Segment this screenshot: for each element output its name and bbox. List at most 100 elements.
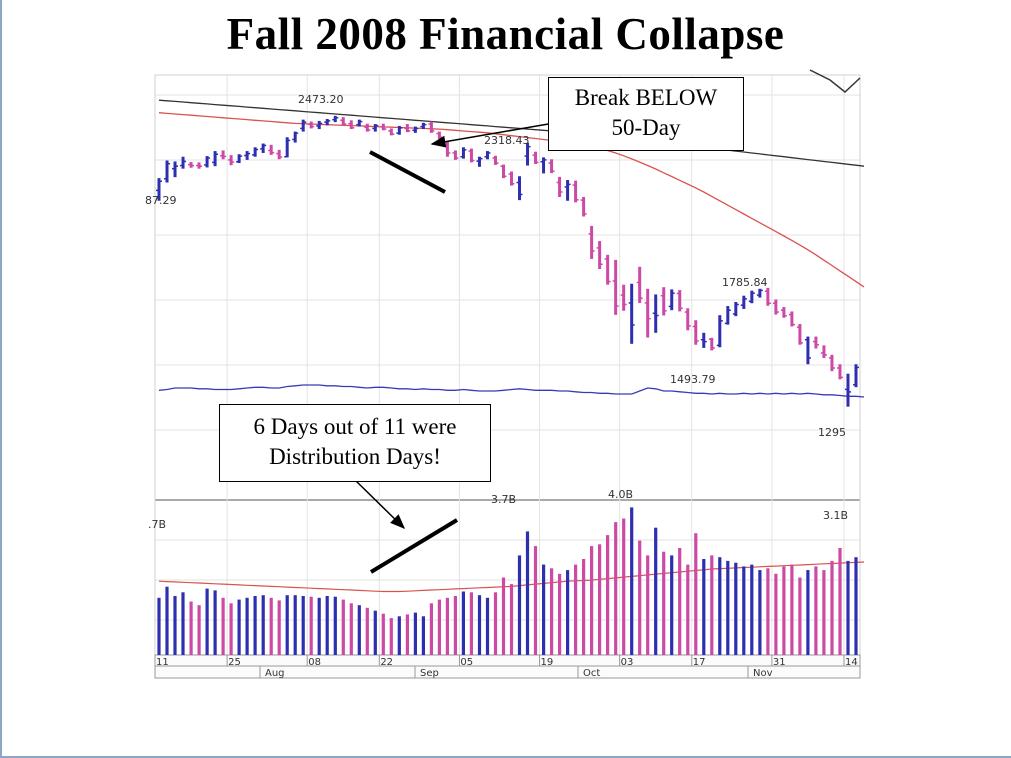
price-bar bbox=[772, 299, 779, 315]
price-bar bbox=[412, 126, 419, 133]
price-bar bbox=[244, 151, 251, 160]
volume-bar bbox=[822, 570, 826, 655]
volume-bar bbox=[157, 597, 161, 655]
volume-bar bbox=[405, 614, 409, 655]
price-bar bbox=[340, 117, 347, 126]
volume-bar bbox=[694, 533, 698, 655]
volume-bar bbox=[293, 595, 297, 655]
price-bar bbox=[188, 162, 195, 168]
volume-bar bbox=[542, 564, 546, 655]
break-arrow bbox=[430, 121, 561, 148]
price-bar bbox=[548, 159, 555, 174]
volume-bar bbox=[197, 605, 201, 655]
chart-labels: 87.29 2473.20 2318.43 1785.84 1493.79 1295 .7B… bbox=[145, 69, 861, 679]
volume-bar bbox=[734, 562, 738, 655]
price-bar bbox=[404, 124, 411, 133]
month-label: Aug bbox=[265, 668, 285, 679]
volume-bar bbox=[469, 592, 473, 655]
break-callout-line2: 50-Day bbox=[611, 115, 681, 140]
volume-bar bbox=[501, 577, 506, 655]
price-bar bbox=[380, 123, 387, 131]
volume-bar bbox=[245, 597, 249, 655]
price-bar bbox=[212, 151, 219, 167]
volume-bar bbox=[301, 596, 305, 655]
price-label: 1295 bbox=[818, 426, 846, 439]
volume-bar bbox=[181, 592, 185, 655]
volume-bar bbox=[165, 586, 169, 655]
volume-bar bbox=[614, 522, 618, 655]
price-bar bbox=[436, 131, 443, 140]
month-label: Oct bbox=[583, 668, 600, 679]
price-bar bbox=[844, 373, 851, 407]
month-label: Sep bbox=[420, 668, 439, 679]
price-bar bbox=[164, 160, 171, 183]
volume-bar bbox=[333, 596, 337, 655]
volume-bar bbox=[582, 559, 586, 655]
price-bar bbox=[716, 315, 723, 348]
volume-bar bbox=[341, 599, 345, 655]
price-bar bbox=[524, 142, 531, 166]
price-bar bbox=[604, 254, 611, 285]
price-bar bbox=[180, 156, 187, 169]
volume-bar bbox=[718, 557, 722, 655]
price-bar bbox=[236, 154, 243, 164]
x-tick-label: 25 bbox=[228, 657, 241, 668]
volume-bar bbox=[670, 555, 674, 655]
price-bar bbox=[596, 241, 603, 269]
distribution-arrow bbox=[354, 479, 406, 530]
distribution-days-callout: 6 Days out of 11 were Distribution Days! bbox=[219, 404, 491, 482]
volume-bar bbox=[309, 596, 313, 655]
volume-bar bbox=[726, 560, 730, 655]
price-bar bbox=[444, 141, 451, 157]
volume-bar bbox=[485, 597, 490, 655]
price-bar bbox=[796, 324, 803, 345]
price-bar bbox=[676, 290, 683, 312]
price-bar bbox=[684, 308, 691, 331]
price-bar bbox=[196, 162, 203, 169]
x-tick-label: 17 bbox=[693, 657, 706, 668]
price-bar bbox=[316, 120, 323, 130]
volume-bar bbox=[742, 566, 746, 655]
price-label: 1785.84 bbox=[722, 276, 768, 289]
price-bar bbox=[756, 288, 763, 298]
price-bar bbox=[308, 121, 315, 129]
volume-bar bbox=[445, 597, 449, 655]
volume-bar bbox=[381, 613, 385, 655]
price-bar bbox=[172, 161, 179, 178]
price-bar bbox=[572, 180, 579, 203]
price-bar bbox=[820, 345, 827, 358]
volume-bar bbox=[213, 590, 217, 655]
volume-bar bbox=[702, 559, 706, 655]
volume-bar bbox=[389, 618, 393, 655]
volume-bar bbox=[189, 601, 193, 655]
volume-bar bbox=[173, 596, 177, 655]
price-bar bbox=[812, 336, 819, 349]
slide-title: Fall 2008 Financial Collapse bbox=[226, 9, 785, 59]
x-tick-label: 11 bbox=[156, 657, 169, 668]
price-label: 87.29 bbox=[145, 194, 177, 207]
price-bars bbox=[156, 115, 859, 407]
x-tick-label: 14 bbox=[845, 657, 858, 668]
volume-bar bbox=[237, 599, 241, 655]
volume-bar bbox=[509, 584, 514, 655]
price-bar bbox=[276, 149, 283, 160]
price-bar bbox=[372, 124, 379, 132]
volume-bar bbox=[750, 564, 754, 655]
price-bar bbox=[620, 284, 627, 311]
price-bar bbox=[804, 336, 811, 365]
volume-bar bbox=[373, 610, 377, 655]
volume-bar bbox=[477, 595, 482, 655]
volume-bar bbox=[654, 527, 658, 655]
volume-bar bbox=[285, 595, 289, 655]
price-bar bbox=[492, 155, 499, 165]
volume-bar bbox=[397, 616, 401, 656]
price-bar bbox=[460, 147, 467, 159]
volume-bar bbox=[846, 560, 850, 655]
price-bar bbox=[284, 137, 291, 158]
volume-bar bbox=[277, 600, 281, 655]
volume-bar bbox=[525, 531, 530, 655]
volume-bar bbox=[566, 570, 570, 655]
price-bar bbox=[668, 289, 675, 311]
